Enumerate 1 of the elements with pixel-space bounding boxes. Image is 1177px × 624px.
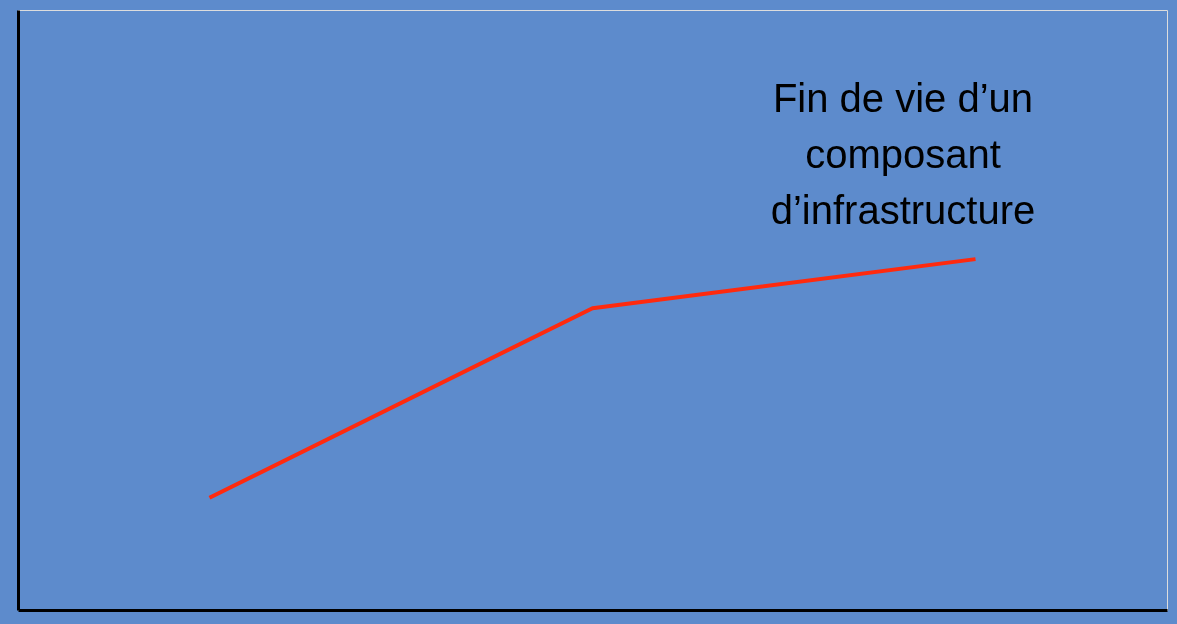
text: Fin de vie d’un composant d’infrastructure (770, 76, 1036, 232)
